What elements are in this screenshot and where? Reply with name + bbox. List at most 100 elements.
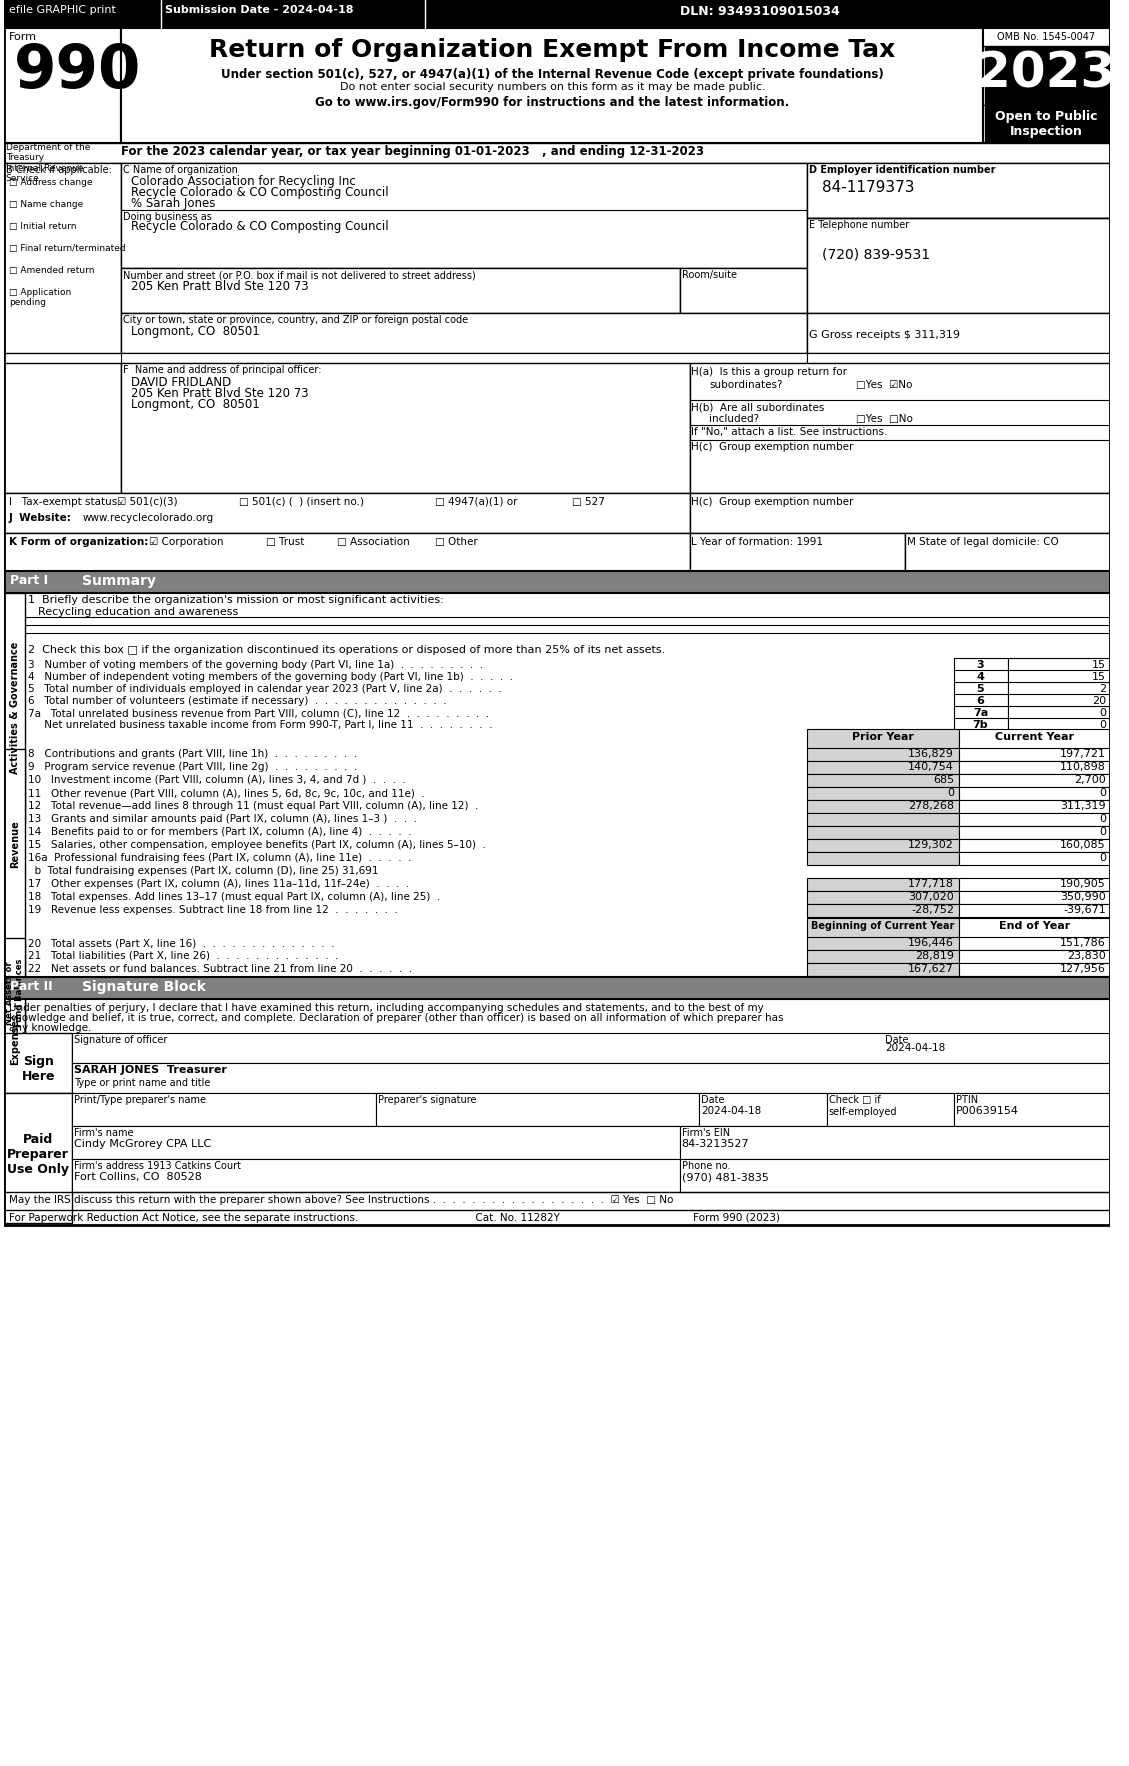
Bar: [807, 800, 959, 812]
Text: -39,671: -39,671: [1064, 904, 1105, 915]
Text: (970) 481-3835: (970) 481-3835: [682, 1173, 769, 1181]
Text: 1  Briefly describe the organization's mission or most significant activities:: 1 Briefly describe the organization's mi…: [28, 595, 444, 606]
Text: subordinates?: subordinates?: [709, 380, 782, 390]
Text: □Yes  □No: □Yes □No: [856, 413, 913, 424]
Bar: [826, 1093, 954, 1127]
Text: Expenses: Expenses: [10, 1014, 19, 1065]
Text: H(c)  Group exemption number: H(c) Group exemption number: [691, 496, 854, 507]
Text: Prior Year: Prior Year: [851, 731, 913, 742]
Text: Go to www.irs.gov/Form990 for instructions and the latest information.: Go to www.irs.gov/Form990 for instructio…: [315, 95, 789, 109]
Text: 20: 20: [1092, 696, 1105, 706]
Bar: [954, 719, 1008, 731]
Text: May the IRS discuss this return with the preparer shown above? See Instructions : May the IRS discuss this return with the…: [9, 1196, 673, 1204]
Bar: [959, 788, 1110, 800]
Text: Cindy McGrorey CPA LLC: Cindy McGrorey CPA LLC: [75, 1139, 211, 1150]
Text: Sign
Here: Sign Here: [21, 1054, 55, 1083]
Text: □ Trust: □ Trust: [266, 537, 305, 547]
Bar: [690, 364, 1110, 493]
Text: Part II: Part II: [10, 980, 52, 992]
Bar: [959, 749, 1110, 761]
Text: 190,905: 190,905: [1060, 879, 1105, 888]
Text: □ Other: □ Other: [435, 537, 478, 547]
Text: 167,627: 167,627: [908, 964, 954, 975]
Bar: [954, 694, 1008, 706]
Text: For the 2023 calendar year, or tax year beginning 01-01-2023   , and ending 12-3: For the 2023 calendar year, or tax year …: [122, 145, 704, 157]
Bar: [959, 918, 1110, 938]
Text: 177,718: 177,718: [908, 879, 954, 888]
Text: Part I: Part I: [10, 574, 47, 586]
Bar: [959, 962, 1110, 977]
Text: 19   Revenue less expenses. Subtract line 18 from line 12  .  .  .  .  .  .  .: 19 Revenue less expenses. Subtract line …: [28, 904, 399, 915]
Text: □ Address change: □ Address change: [9, 178, 93, 187]
Text: Open to Public
Inspection: Open to Public Inspection: [995, 109, 1097, 138]
Bar: [72, 1093, 376, 1127]
Bar: [3, 364, 122, 493]
Bar: [680, 1127, 1110, 1158]
Bar: [690, 533, 905, 570]
Text: Form: Form: [9, 32, 37, 42]
Text: C Name of organization: C Name of organization: [123, 164, 238, 175]
Text: 110,898: 110,898: [1060, 761, 1105, 772]
Text: Phone no.: Phone no.: [682, 1160, 730, 1171]
Bar: [3, 1093, 72, 1224]
Text: J  Website:: J Website:: [9, 512, 71, 523]
Text: H(c)  Group exemption number: H(c) Group exemption number: [691, 442, 854, 452]
Text: 6   Total number of volunteers (estimate if necessary)  .  .  .  .  .  .  .  .  : 6 Total number of volunteers (estimate i…: [28, 696, 447, 706]
Bar: [122, 353, 807, 364]
Text: K Form of organization:: K Form of organization:: [9, 537, 148, 547]
Text: Type or print name and title: Type or print name and title: [75, 1077, 211, 1088]
Text: Department of the
Treasury
Internal Revenue
Service: Department of the Treasury Internal Reve…: [6, 143, 90, 184]
Text: 0: 0: [947, 788, 954, 798]
Bar: [3, 938, 26, 1047]
Text: any knowledge.: any knowledge.: [9, 1023, 91, 1033]
Bar: [3, 749, 26, 940]
Bar: [986, 48, 1108, 104]
Bar: [959, 878, 1110, 892]
Text: □ Application
pending: □ Application pending: [9, 288, 71, 307]
Text: 12   Total revenue—add lines 8 through 11 (must equal Part VIII, column (A), lin: 12 Total revenue—add lines 8 through 11 …: [28, 802, 479, 811]
Bar: [807, 774, 959, 788]
Bar: [3, 570, 1110, 593]
Text: 205 Ken Pratt Blvd Ste 120 73: 205 Ken Pratt Blvd Ste 120 73: [131, 387, 309, 401]
Bar: [1008, 659, 1110, 671]
Text: 22   Net assets or fund balances. Subtract line 21 from line 20  .  .  .  .  .  : 22 Net assets or fund balances. Subtract…: [28, 964, 412, 975]
Text: PTIN: PTIN: [956, 1095, 978, 1106]
Text: 4: 4: [977, 673, 984, 682]
Text: 2,700: 2,700: [1074, 775, 1105, 786]
Bar: [807, 962, 959, 977]
Bar: [986, 106, 1108, 143]
Bar: [3, 533, 690, 570]
Text: Recycling education and awareness: Recycling education and awareness: [38, 608, 238, 616]
Bar: [3, 977, 1110, 1000]
Text: 84-3213527: 84-3213527: [682, 1139, 750, 1150]
Text: 2023: 2023: [977, 49, 1115, 97]
Bar: [807, 217, 1110, 313]
Text: 0: 0: [1099, 853, 1105, 864]
Text: 8   Contributions and grants (Part VIII, line 1h)  .  .  .  .  .  .  .  .  .: 8 Contributions and grants (Part VIII, l…: [28, 749, 358, 759]
Bar: [3, 0, 1110, 28]
Text: 129,302: 129,302: [908, 841, 954, 849]
Text: 278,268: 278,268: [908, 802, 954, 811]
Text: F  Name and address of principal officer:: F Name and address of principal officer:: [123, 366, 322, 374]
Text: □ Name change: □ Name change: [9, 200, 84, 208]
Text: □ 4947(a)(1) or: □ 4947(a)(1) or: [435, 496, 517, 507]
Text: 160,085: 160,085: [1060, 841, 1105, 849]
Bar: [807, 761, 959, 774]
Bar: [122, 28, 983, 143]
Text: 196,446: 196,446: [908, 938, 954, 948]
Text: 2024-04-18: 2024-04-18: [701, 1106, 762, 1116]
Bar: [954, 682, 1008, 696]
Bar: [959, 812, 1110, 826]
Text: City or town, state or province, country, and ZIP or foreign postal code: City or town, state or province, country…: [123, 314, 469, 325]
Text: 11   Other revenue (Part VIII, column (A), lines 5, 6d, 8c, 9c, 10c, and 11e)  .: 11 Other revenue (Part VIII, column (A),…: [28, 788, 426, 798]
Bar: [983, 28, 1110, 143]
Text: Current Year: Current Year: [995, 731, 1074, 742]
Bar: [807, 950, 959, 962]
Bar: [3, 1033, 72, 1093]
Text: □ Initial return: □ Initial return: [9, 223, 77, 231]
Bar: [3, 0, 1110, 1226]
Text: 205 Ken Pratt Blvd Ste 120 73: 205 Ken Pratt Blvd Ste 120 73: [131, 281, 309, 293]
Text: 350,990: 350,990: [1060, 892, 1105, 902]
Bar: [3, 493, 690, 533]
Text: 15: 15: [1092, 660, 1105, 669]
